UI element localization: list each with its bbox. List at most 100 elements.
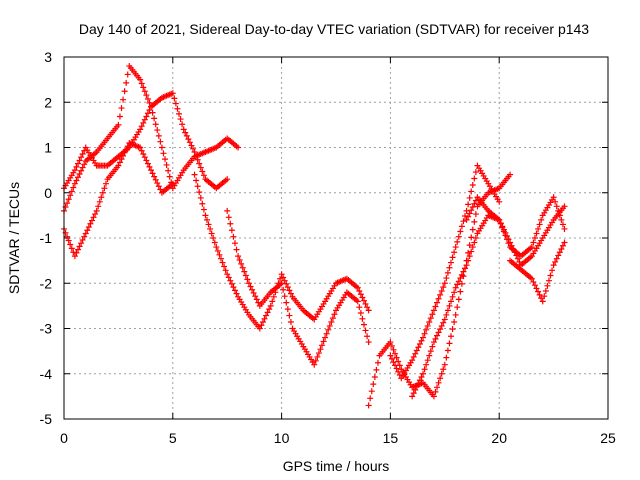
data-point: [466, 253, 473, 260]
data-point: [451, 289, 458, 296]
data-point: [541, 293, 548, 300]
data-point: [356, 304, 363, 311]
data-point: [144, 110, 151, 117]
data-point: [455, 296, 462, 303]
data-point: [360, 321, 367, 328]
data-point: [76, 243, 83, 250]
data-point: [283, 299, 290, 306]
data-point: [247, 283, 254, 290]
data-point: [138, 147, 145, 154]
data-point: [561, 203, 568, 210]
data-point: [221, 263, 228, 270]
data-point: [280, 286, 287, 293]
data-point: [190, 145, 197, 152]
data-point: [154, 180, 161, 187]
data-point: [169, 180, 176, 187]
data-point: [443, 354, 450, 361]
data-point: [438, 288, 445, 295]
data-point: [457, 288, 464, 295]
data-point: [287, 290, 294, 297]
data-point: [359, 315, 366, 322]
data-point: [151, 115, 158, 122]
data-point: [441, 280, 448, 287]
data-point: [141, 88, 148, 95]
data-point: [233, 290, 240, 297]
data-point: [242, 272, 249, 279]
data-point: [140, 84, 147, 91]
data-point: [435, 329, 442, 336]
data-point: [424, 322, 431, 329]
data-point: [387, 339, 394, 346]
data-point: [430, 307, 437, 314]
data-point: [263, 312, 270, 319]
data-point: [98, 194, 105, 201]
data-point: [454, 238, 461, 245]
data-point: [144, 160, 151, 167]
data-point: [326, 322, 333, 329]
data-point: [413, 347, 420, 354]
data-point: [561, 225, 568, 232]
data-point: [388, 342, 395, 349]
data-point: [250, 289, 257, 296]
data-point: [124, 143, 131, 150]
data-point: [448, 298, 455, 305]
data-point: [471, 175, 478, 182]
data-point: [432, 388, 439, 395]
data-point: [79, 236, 86, 243]
data-point: [256, 325, 263, 332]
data-point: [536, 291, 543, 298]
data-point: [144, 96, 151, 103]
data-point: [82, 230, 89, 237]
data-point: [264, 309, 271, 316]
data-point: [429, 343, 436, 350]
data-point: [146, 107, 153, 114]
data-point: [365, 402, 372, 409]
data-point: [286, 287, 293, 294]
data-point: [370, 381, 377, 388]
x-tick-label: 20: [491, 430, 507, 446]
data-point: [365, 339, 372, 346]
data-point: [556, 212, 563, 219]
data-point: [423, 326, 430, 333]
data-point: [284, 306, 291, 313]
data-point: [438, 370, 445, 377]
series-track-g: [387, 162, 503, 382]
data-point: [468, 248, 475, 255]
data-point: [78, 167, 85, 174]
data-point: [123, 79, 130, 86]
data-point: [235, 144, 242, 151]
data-point: [115, 121, 122, 128]
data-point: [208, 230, 215, 237]
data-point: [244, 276, 251, 283]
data-point: [284, 284, 291, 291]
data-point: [457, 228, 464, 235]
data-point: [451, 249, 458, 256]
data-point: [65, 237, 72, 244]
data-point: [446, 340, 453, 347]
data-point: [331, 311, 338, 318]
data-point: [469, 244, 476, 251]
data-point: [322, 334, 329, 341]
data-point: [559, 242, 566, 249]
data-point: [432, 303, 439, 310]
data-point: [238, 260, 245, 267]
data-point: [74, 174, 81, 181]
data-point: [430, 393, 437, 400]
data-point: [432, 335, 439, 342]
data-point: [463, 216, 470, 223]
data-point: [531, 235, 538, 241]
data-point: [434, 299, 441, 306]
data-point: [438, 322, 445, 329]
y-tick-label: -4: [40, 366, 53, 382]
data-point: [231, 287, 238, 294]
data-point: [207, 225, 214, 232]
data-point: [224, 176, 231, 183]
data-point: [539, 298, 546, 305]
data-point: [74, 246, 81, 253]
data-point: [73, 249, 80, 256]
data-point: [452, 244, 459, 251]
data-point: [245, 280, 252, 287]
data-point: [124, 71, 131, 78]
data-point: [219, 259, 226, 266]
data-point: [194, 183, 201, 190]
